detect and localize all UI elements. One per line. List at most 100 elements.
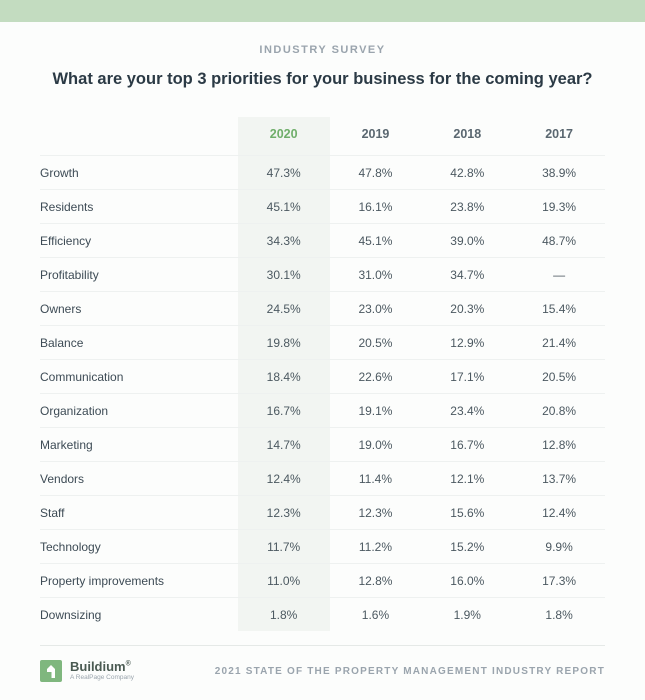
column-header: 2020 (238, 117, 330, 156)
data-cell: 1.6% (330, 598, 422, 632)
row-label: Balance (40, 326, 238, 360)
table-row: Property improvements11.0%12.8%16.0%17.3… (40, 564, 605, 598)
data-cell: 23.8% (421, 190, 513, 224)
data-cell: 34.7% (421, 258, 513, 292)
data-cell: 1.8% (513, 598, 605, 632)
table-header: 2020201920182017 (40, 117, 605, 156)
table-row: Balance19.8%20.5%12.9%21.4% (40, 326, 605, 360)
table-row: Vendors12.4%11.4%12.1%13.7% (40, 462, 605, 496)
data-cell: 45.1% (238, 190, 330, 224)
row-label: Organization (40, 394, 238, 428)
data-cell: 19.3% (513, 190, 605, 224)
row-label: Residents (40, 190, 238, 224)
data-cell: 20.5% (513, 360, 605, 394)
data-cell: 38.9% (513, 156, 605, 190)
row-label: Marketing (40, 428, 238, 462)
brand-text: Buildium® A RealPage Company (70, 660, 134, 682)
report-page: INDUSTRY SURVEY What are your top 3 prio… (0, 0, 645, 700)
column-header: 2018 (421, 117, 513, 156)
table-row: Technology11.7%11.2%15.2%9.9% (40, 530, 605, 564)
data-cell: 20.5% (330, 326, 422, 360)
priorities-table: 2020201920182017 Growth47.3%47.8%42.8%38… (40, 117, 605, 631)
data-cell: 15.4% (513, 292, 605, 326)
eyebrow-label: INDUSTRY SURVEY (40, 44, 605, 56)
data-cell: 12.8% (513, 428, 605, 462)
table-row: Communication18.4%22.6%17.1%20.5% (40, 360, 605, 394)
table-row: Organization16.7%19.1%23.4%20.8% (40, 394, 605, 428)
row-label: Vendors (40, 462, 238, 496)
data-cell: 12.9% (421, 326, 513, 360)
data-cell: 12.3% (330, 496, 422, 530)
column-header: 2017 (513, 117, 605, 156)
row-label: Technology (40, 530, 238, 564)
row-label: Owners (40, 292, 238, 326)
page-title: What are your top 3 priorities for your … (40, 70, 605, 89)
table-row: Residents45.1%16.1%23.8%19.3% (40, 190, 605, 224)
data-cell: 17.1% (421, 360, 513, 394)
data-cell: 39.0% (421, 224, 513, 258)
footer: Buildium® A RealPage Company 2021 STATE … (40, 645, 605, 700)
data-cell: 9.9% (513, 530, 605, 564)
top-accent-bar (0, 0, 645, 22)
data-cell: 15.2% (421, 530, 513, 564)
brand-subline: A RealPage Company (70, 675, 134, 682)
table-row: Marketing14.7%19.0%16.7%12.8% (40, 428, 605, 462)
row-label: Growth (40, 156, 238, 190)
content-area: INDUSTRY SURVEY What are your top 3 prio… (0, 22, 645, 645)
data-cell: 15.6% (421, 496, 513, 530)
data-cell: 12.8% (330, 564, 422, 598)
brand-block: Buildium® A RealPage Company (40, 660, 134, 682)
data-cell: 34.3% (238, 224, 330, 258)
data-cell: 47.3% (238, 156, 330, 190)
data-cell: 47.8% (330, 156, 422, 190)
data-cell: 11.2% (330, 530, 422, 564)
table-row: Profitability30.1%31.0%34.7%— (40, 258, 605, 292)
data-cell: 11.4% (330, 462, 422, 496)
column-header: 2019 (330, 117, 422, 156)
data-cell: 24.5% (238, 292, 330, 326)
data-cell: 11.0% (238, 564, 330, 598)
data-cell: 16.0% (421, 564, 513, 598)
data-cell: 12.3% (238, 496, 330, 530)
data-cell: 12.1% (421, 462, 513, 496)
data-cell: 16.1% (330, 190, 422, 224)
data-cell: 30.1% (238, 258, 330, 292)
table-row: Downsizing1.8%1.6%1.9%1.8% (40, 598, 605, 632)
data-cell: 20.8% (513, 394, 605, 428)
data-cell: 16.7% (238, 394, 330, 428)
brand-name: Buildium® (70, 660, 134, 673)
data-cell: 14.7% (238, 428, 330, 462)
data-cell: 19.1% (330, 394, 422, 428)
data-cell: 1.8% (238, 598, 330, 632)
data-cell: 19.8% (238, 326, 330, 360)
data-cell: 31.0% (330, 258, 422, 292)
data-cell: 18.4% (238, 360, 330, 394)
data-cell: 13.7% (513, 462, 605, 496)
row-label: Communication (40, 360, 238, 394)
data-cell: — (513, 258, 605, 292)
data-cell: 23.4% (421, 394, 513, 428)
data-cell: 19.0% (330, 428, 422, 462)
row-label: Staff (40, 496, 238, 530)
brand-logo-icon (40, 660, 62, 682)
row-label: Downsizing (40, 598, 238, 632)
row-label: Profitability (40, 258, 238, 292)
data-cell: 42.8% (421, 156, 513, 190)
data-cell: 11.7% (238, 530, 330, 564)
data-cell: 21.4% (513, 326, 605, 360)
column-header-label (40, 117, 238, 156)
report-title: 2021 STATE OF THE PROPERTY MANAGEMENT IN… (215, 666, 605, 677)
table-row: Owners24.5%23.0%20.3%15.4% (40, 292, 605, 326)
data-cell: 12.4% (238, 462, 330, 496)
data-cell: 48.7% (513, 224, 605, 258)
data-cell: 17.3% (513, 564, 605, 598)
data-cell: 1.9% (421, 598, 513, 632)
table-row: Growth47.3%47.8%42.8%38.9% (40, 156, 605, 190)
row-label: Efficiency (40, 224, 238, 258)
data-cell: 23.0% (330, 292, 422, 326)
table-row: Efficiency34.3%45.1%39.0%48.7% (40, 224, 605, 258)
data-cell: 45.1% (330, 224, 422, 258)
table-body: Growth47.3%47.8%42.8%38.9%Residents45.1%… (40, 156, 605, 632)
row-label: Property improvements (40, 564, 238, 598)
table-row: Staff12.3%12.3%15.6%12.4% (40, 496, 605, 530)
